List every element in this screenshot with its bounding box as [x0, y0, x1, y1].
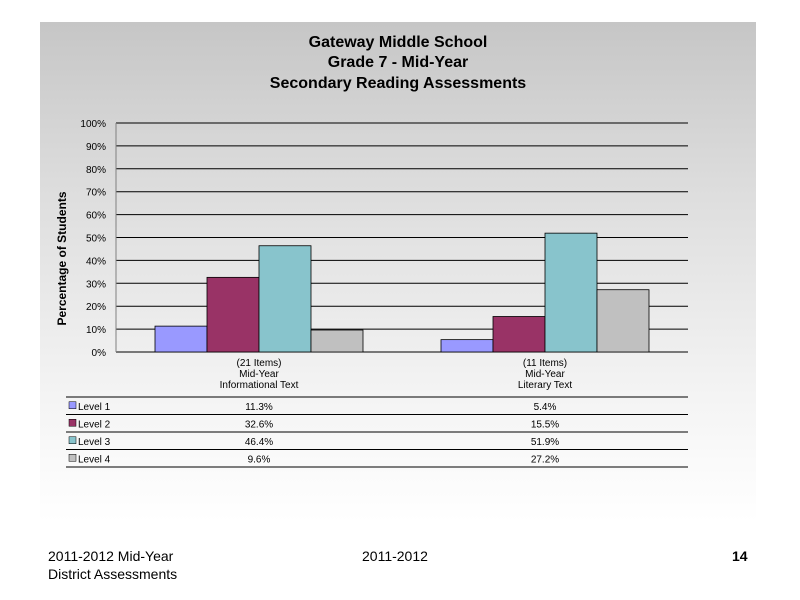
chart-title-line-3: Secondary Reading Assessments: [269, 75, 527, 92]
y-tick-label: 80%: [86, 165, 106, 176]
y-tick-label: 50%: [86, 234, 106, 245]
bar: [206, 276, 260, 353]
legend-label: Level 4: [78, 454, 111, 465]
bar: [596, 289, 650, 353]
page-number: 14: [732, 548, 748, 564]
y-tick-label: 30%: [86, 279, 106, 290]
bar: [154, 325, 208, 353]
bar: [258, 245, 312, 353]
bar: [544, 232, 598, 353]
legend-swatch: [68, 419, 77, 427]
table-value: 46.4%: [245, 437, 273, 448]
legend-label: Level 2: [78, 419, 111, 430]
chart-title-line-2: Grade 7 - Mid-Year: [327, 54, 469, 71]
table-value: 32.6%: [245, 419, 273, 430]
table-value: 9.6%: [248, 454, 271, 465]
x-category-label: (11 Items): [523, 358, 567, 369]
bar: [440, 339, 494, 353]
legend-swatch: [68, 454, 77, 462]
table-value: 15.5%: [531, 419, 559, 430]
x-category-label: Mid-Year: [239, 369, 279, 380]
x-category-label: Literary Text: [518, 380, 573, 391]
legend-label: Level 1: [78, 402, 111, 413]
chart-panel: [40, 22, 756, 522]
table-value: 11.3%: [245, 402, 273, 413]
y-tick-label: 90%: [86, 142, 106, 153]
table-value: 5.4%: [534, 402, 557, 413]
x-category-label: (21 Items): [236, 358, 281, 369]
legend-swatch: [68, 436, 77, 444]
y-axis-title: Percentage of Students: [55, 191, 69, 325]
y-tick-label: 0%: [92, 348, 107, 359]
legend-label: Level 3: [78, 437, 111, 448]
x-category-label: Informational Text: [220, 380, 299, 391]
table-value: 27.2%: [531, 454, 559, 465]
y-tick-label: 10%: [86, 325, 106, 336]
footer-left-line-2: District Assessments: [48, 566, 178, 582]
y-tick-label: 20%: [86, 302, 106, 313]
y-tick-label: 100%: [80, 119, 106, 130]
footer-center: 2011-2012: [362, 548, 428, 564]
bar: [310, 329, 364, 353]
legend-swatch: [68, 401, 77, 409]
y-tick-label: 40%: [86, 256, 106, 267]
table-value: 51.9%: [531, 437, 559, 448]
footer-left-line-1: 2011-2012 Mid-Year: [48, 548, 174, 564]
y-tick-label: 70%: [86, 188, 106, 199]
chart-title-line-1: Gateway Middle School: [308, 34, 488, 51]
y-tick-label: 60%: [86, 211, 106, 222]
bar: [492, 316, 546, 353]
x-category-label: Mid-Year: [525, 369, 565, 380]
